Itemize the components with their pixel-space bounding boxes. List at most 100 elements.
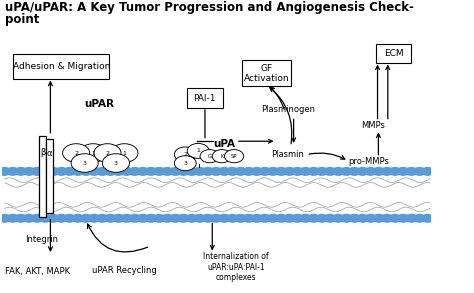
Circle shape bbox=[226, 167, 239, 176]
Circle shape bbox=[397, 214, 410, 223]
Circle shape bbox=[250, 167, 264, 176]
Text: 3: 3 bbox=[183, 161, 187, 166]
Circle shape bbox=[161, 167, 174, 176]
Circle shape bbox=[102, 154, 129, 172]
Circle shape bbox=[177, 214, 190, 223]
Circle shape bbox=[193, 214, 207, 223]
Circle shape bbox=[226, 214, 239, 223]
Circle shape bbox=[63, 144, 90, 162]
Circle shape bbox=[47, 167, 60, 176]
FancyBboxPatch shape bbox=[46, 139, 53, 213]
Circle shape bbox=[364, 214, 377, 223]
Text: 3: 3 bbox=[114, 161, 118, 166]
Circle shape bbox=[291, 214, 304, 223]
Circle shape bbox=[234, 214, 247, 223]
Circle shape bbox=[14, 167, 27, 176]
Circle shape bbox=[128, 214, 141, 223]
Text: ECM: ECM bbox=[384, 49, 404, 58]
Circle shape bbox=[413, 167, 426, 176]
Circle shape bbox=[71, 214, 84, 223]
Circle shape bbox=[218, 214, 231, 223]
Circle shape bbox=[30, 167, 44, 176]
Circle shape bbox=[315, 214, 328, 223]
Circle shape bbox=[364, 167, 377, 176]
Text: β: β bbox=[40, 148, 46, 157]
Circle shape bbox=[225, 149, 244, 163]
FancyBboxPatch shape bbox=[187, 88, 223, 108]
Circle shape bbox=[331, 214, 345, 223]
Circle shape bbox=[193, 167, 207, 176]
FancyBboxPatch shape bbox=[376, 44, 411, 63]
Text: 1: 1 bbox=[122, 151, 127, 156]
Circle shape bbox=[250, 214, 264, 223]
Circle shape bbox=[187, 144, 209, 158]
FancyBboxPatch shape bbox=[13, 54, 109, 79]
Circle shape bbox=[291, 167, 304, 176]
Circle shape bbox=[104, 214, 117, 223]
Circle shape bbox=[356, 167, 369, 176]
Circle shape bbox=[212, 149, 231, 163]
Circle shape bbox=[0, 214, 11, 223]
Circle shape bbox=[266, 167, 280, 176]
Circle shape bbox=[323, 167, 337, 176]
Circle shape bbox=[6, 167, 19, 176]
Circle shape bbox=[96, 214, 109, 223]
Circle shape bbox=[111, 144, 138, 162]
Circle shape bbox=[185, 167, 198, 176]
Circle shape bbox=[0, 167, 11, 176]
Circle shape bbox=[185, 214, 198, 223]
Circle shape bbox=[210, 167, 223, 176]
Text: Adhesion & Migration: Adhesion & Migration bbox=[13, 62, 110, 71]
Text: 3: 3 bbox=[82, 161, 87, 166]
Circle shape bbox=[234, 167, 247, 176]
Text: pro-MMPs: pro-MMPs bbox=[348, 157, 390, 166]
Text: 2: 2 bbox=[105, 151, 109, 156]
Circle shape bbox=[380, 214, 393, 223]
Circle shape bbox=[71, 167, 84, 176]
Circle shape bbox=[6, 214, 19, 223]
Circle shape bbox=[201, 167, 215, 176]
Circle shape bbox=[63, 167, 76, 176]
Circle shape bbox=[283, 167, 296, 176]
Circle shape bbox=[112, 167, 125, 176]
Circle shape bbox=[413, 214, 426, 223]
Circle shape bbox=[63, 214, 76, 223]
Text: MMPs: MMPs bbox=[361, 121, 385, 130]
Circle shape bbox=[79, 214, 92, 223]
Circle shape bbox=[421, 214, 434, 223]
Circle shape bbox=[299, 167, 312, 176]
Circle shape bbox=[274, 167, 288, 176]
Circle shape bbox=[372, 167, 385, 176]
Circle shape bbox=[283, 214, 296, 223]
Circle shape bbox=[47, 214, 60, 223]
Circle shape bbox=[161, 214, 174, 223]
Circle shape bbox=[174, 156, 196, 171]
Circle shape bbox=[201, 214, 215, 223]
Text: point: point bbox=[5, 13, 39, 26]
Circle shape bbox=[104, 167, 117, 176]
Circle shape bbox=[169, 167, 182, 176]
Text: 2: 2 bbox=[74, 151, 78, 156]
Circle shape bbox=[22, 167, 36, 176]
Circle shape bbox=[258, 167, 272, 176]
Circle shape bbox=[112, 214, 125, 223]
Text: uPA: uPA bbox=[213, 139, 235, 149]
Circle shape bbox=[38, 167, 52, 176]
Circle shape bbox=[22, 214, 36, 223]
Circle shape bbox=[389, 214, 402, 223]
Circle shape bbox=[323, 214, 337, 223]
Circle shape bbox=[174, 147, 196, 162]
Text: Plasmin: Plasmin bbox=[271, 150, 304, 159]
Circle shape bbox=[315, 167, 328, 176]
Text: Plasminogen: Plasminogen bbox=[262, 105, 316, 114]
Circle shape bbox=[200, 149, 219, 163]
Circle shape bbox=[340, 214, 353, 223]
Circle shape bbox=[421, 167, 434, 176]
Circle shape bbox=[55, 214, 68, 223]
Circle shape bbox=[120, 214, 133, 223]
Text: K: K bbox=[220, 154, 224, 159]
Circle shape bbox=[145, 214, 158, 223]
Circle shape bbox=[274, 214, 288, 223]
Circle shape bbox=[258, 214, 272, 223]
Circle shape bbox=[405, 167, 418, 176]
